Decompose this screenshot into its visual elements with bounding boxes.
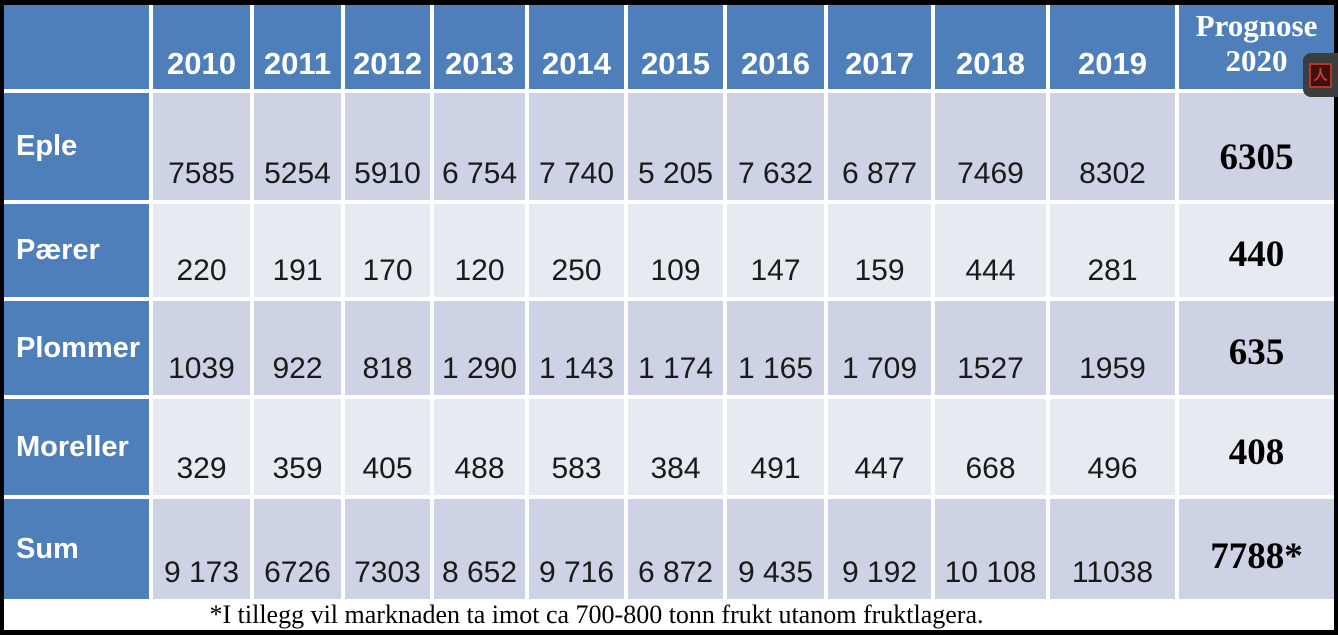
table-cell: 7585 [153,93,250,200]
row-label-moreller: Moreller [4,399,149,495]
table-cell: 1527 [935,301,1046,395]
prognose-header-line2: 2020 [1225,43,1288,78]
col-header-2010: 2010 [153,5,250,89]
table-cell-prognose: 408 [1179,399,1334,495]
col-header-2019: 2019 [1050,5,1175,89]
table-cell: 1039 [153,301,250,395]
footnote: *I tillegg vil marknaden ta imot ca 700-… [4,599,1189,630]
table-cell: 9 716 [529,499,624,599]
col-header-2014: 2014 [529,5,624,89]
table-cell: 250 [529,204,624,297]
table-cell: 922 [254,301,341,395]
table-cell: 6 877 [828,93,931,200]
table-cell: 5 205 [628,93,723,200]
table-cell-prognose: 7788* [1179,499,1334,599]
table-cell: 7469 [935,93,1046,200]
table-cell: 496 [1050,399,1175,495]
pdf-viewer-button[interactable]: 人 [1303,53,1338,97]
table-cell: 405 [345,399,430,495]
table-cell: 7 740 [529,93,624,200]
prognose-header-line1: Prognose [1195,8,1318,44]
row-label-plommer: Plommer [4,301,149,395]
table-cell-prognose: 6305 [1179,93,1334,200]
table-cell: 10 108 [935,499,1046,599]
col-header-2017: 2017 [828,5,931,89]
adobe-pdf-icon: 人 [1309,62,1332,88]
table-cell: 8 652 [434,499,525,599]
table-cell: 1 290 [434,301,525,395]
table-cell: 491 [727,399,824,495]
table-cell: 170 [345,204,430,297]
table-cell: 583 [529,399,624,495]
col-header-2015: 2015 [628,5,723,89]
table-cell: 447 [828,399,931,495]
corner-cell [4,5,149,89]
row-label-paerer: Pærer [4,204,149,297]
table-cell: 9 435 [727,499,824,599]
table-cell: 159 [828,204,931,297]
row-label-eple: Eple [4,93,149,200]
table-cell: 1 174 [628,301,723,395]
table-cell: 6 754 [434,93,525,200]
table-cell-prognose: 635 [1179,301,1334,395]
table-cell: 818 [345,301,430,395]
footnote-text: *I tillegg vil marknaden ta imot ca 700-… [209,599,984,629]
table-cell: 359 [254,399,341,495]
table-cell: 11038 [1050,499,1175,599]
table-cell: 9 173 [153,499,250,599]
table-cell: 6726 [254,499,341,599]
table-cell: 7 632 [727,93,824,200]
table-cell: 191 [254,204,341,297]
table-cell: 1 165 [727,301,824,395]
fruit-table: 2010 2011 2012 2013 2014 2015 2016 2017 … [4,5,1334,599]
table-cell: 281 [1050,204,1175,297]
table-cell: 5254 [254,93,341,200]
table-cell: 444 [935,204,1046,297]
table-cell: 120 [434,204,525,297]
table-cell: 220 [153,204,250,297]
table-cell-prognose: 440 [1179,204,1334,297]
table-cell: 8302 [1050,93,1175,200]
table-cell: 9 192 [828,499,931,599]
table-cell: 5910 [345,93,430,200]
col-header-2018: 2018 [935,5,1046,89]
table-cell: 147 [727,204,824,297]
table-cell: 7303 [345,499,430,599]
col-header-2013: 2013 [434,5,525,89]
col-header-2012: 2012 [345,5,430,89]
table-cell: 488 [434,399,525,495]
col-header-2011: 2011 [254,5,341,89]
table-cell: 329 [153,399,250,495]
row-label-sum: Sum [4,499,149,599]
col-header-2016: 2016 [727,5,824,89]
table-cell: 1 709 [828,301,931,395]
table-cell: 1 143 [529,301,624,395]
table-cell: 1959 [1050,301,1175,395]
table-cell: 384 [628,399,723,495]
table-cell: 6 872 [628,499,723,599]
col-header-prognose-2020: Prognose 2020 [1179,5,1334,89]
table-cell: 668 [935,399,1046,495]
table-cell: 109 [628,204,723,297]
